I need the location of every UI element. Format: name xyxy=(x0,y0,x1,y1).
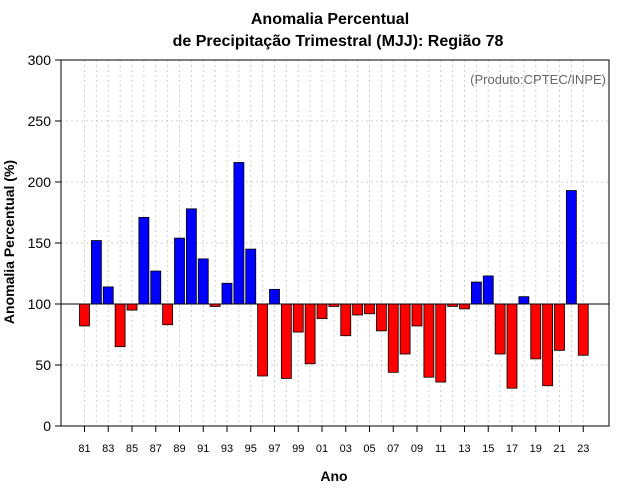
bar-1986 xyxy=(138,216,150,305)
x-tick-label: 15 xyxy=(482,443,494,455)
bar-2023 xyxy=(577,303,589,356)
bar-2013 xyxy=(459,303,470,310)
bar-1981 xyxy=(79,303,90,327)
chart-title-line1: Anomalia Percentual xyxy=(251,11,409,28)
bar-2003 xyxy=(340,303,352,337)
x-tick-label: 89 xyxy=(173,443,185,455)
y-tick-label: 0 xyxy=(43,418,51,434)
bar-2007 xyxy=(387,303,399,373)
x-tick-label: 13 xyxy=(458,443,470,455)
bar-1988 xyxy=(162,303,174,326)
x-axis: 81 83 85 87 89 91 93 95 97 99 01 03 05 07 09 11 13 15 17 19… xyxy=(78,426,589,455)
x-tick-label: 23 xyxy=(577,443,589,455)
bar-1996 xyxy=(257,303,269,377)
x-tick-label: 87 xyxy=(150,443,162,455)
bar-2009 xyxy=(411,303,423,327)
x-tick-label: 19 xyxy=(530,443,542,455)
bar-2018 xyxy=(518,296,530,305)
x-tick-label: 07 xyxy=(387,443,399,455)
bar-2019 xyxy=(530,303,542,360)
x-tick-label: 17 xyxy=(506,443,518,455)
x-tick-label: 95 xyxy=(245,443,257,455)
y-tick-label: 150 xyxy=(28,235,52,251)
bar-1987 xyxy=(150,270,162,305)
bar-2006 xyxy=(375,303,387,332)
x-tick-label: 21 xyxy=(553,443,565,455)
x-tick-label: 03 xyxy=(340,443,352,455)
y-axis: 0 50 100 150 200 250 300 xyxy=(28,52,61,434)
y-axis-label: Anomalia Percentual (%) xyxy=(1,160,17,324)
y-tick-label: 50 xyxy=(35,357,51,373)
bar-1995 xyxy=(245,248,257,305)
x-tick-label: 93 xyxy=(221,443,233,455)
credit-label: (Produto:CPTEC/INPE) xyxy=(470,72,606,87)
bar-2005 xyxy=(364,303,375,315)
bar-2000 xyxy=(304,303,316,365)
x-tick-label: 83 xyxy=(102,443,114,455)
bar-2008 xyxy=(399,303,411,355)
bars xyxy=(79,162,589,389)
y-tick-label: 200 xyxy=(28,174,52,190)
x-tick-label: 97 xyxy=(268,443,280,455)
bar-2011 xyxy=(435,303,447,383)
bar-2016 xyxy=(494,303,506,355)
bar-1998 xyxy=(280,303,292,379)
bar-2022 xyxy=(565,190,577,305)
x-tick-label: 09 xyxy=(411,443,423,455)
x-tick-label: 81 xyxy=(78,443,90,455)
y-tick-label: 100 xyxy=(28,296,52,312)
y-tick-label: 300 xyxy=(28,52,52,68)
bar-1994 xyxy=(233,162,245,305)
bar-2014 xyxy=(470,281,482,305)
bar-2015 xyxy=(482,275,494,305)
bar-2010 xyxy=(423,303,435,378)
y-tick-label: 250 xyxy=(28,113,52,129)
x-axis-label: Ano xyxy=(320,468,347,484)
bar-1991 xyxy=(197,258,209,305)
bar-1985 xyxy=(126,303,138,311)
x-tick-label: 05 xyxy=(363,443,375,455)
bar-1984 xyxy=(114,303,126,348)
x-tick-label: 85 xyxy=(126,443,138,455)
bar-1993 xyxy=(221,282,233,305)
x-tick-label: 91 xyxy=(197,443,209,455)
bar-2017 xyxy=(506,303,518,389)
bar-1990 xyxy=(185,208,197,305)
bar-1983 xyxy=(102,286,114,305)
bar-2020 xyxy=(542,303,554,387)
x-tick-label: 01 xyxy=(316,443,328,455)
x-tick-label: 11 xyxy=(435,443,446,455)
chart-title-line2: de Precipitação Trimestral (MJJ): Região… xyxy=(173,33,504,50)
bar-2001 xyxy=(316,303,328,320)
bar-1997 xyxy=(269,288,280,305)
bar-1982 xyxy=(90,240,102,305)
x-tick-label: 99 xyxy=(292,443,304,455)
bar-2004 xyxy=(352,303,364,316)
bar-1989 xyxy=(174,237,185,305)
bar-1999 xyxy=(292,303,304,333)
bar-2021 xyxy=(554,303,565,351)
